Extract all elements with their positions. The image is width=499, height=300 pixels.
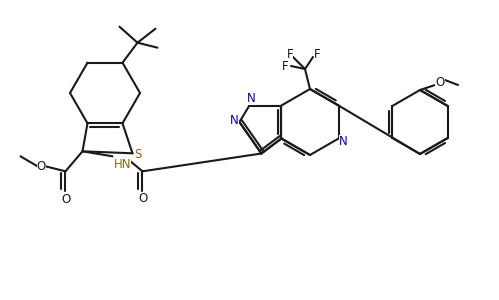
Text: F: F (314, 47, 320, 61)
Text: F: F (282, 59, 288, 73)
Text: N: N (339, 135, 348, 148)
Text: N: N (230, 113, 239, 127)
Text: O: O (62, 193, 71, 206)
Text: F: F (287, 47, 293, 61)
Text: HN: HN (114, 158, 131, 171)
Text: S: S (134, 148, 141, 161)
Text: O: O (37, 160, 46, 173)
Text: O: O (139, 192, 148, 205)
Text: N: N (247, 92, 256, 105)
Text: O: O (435, 76, 445, 88)
